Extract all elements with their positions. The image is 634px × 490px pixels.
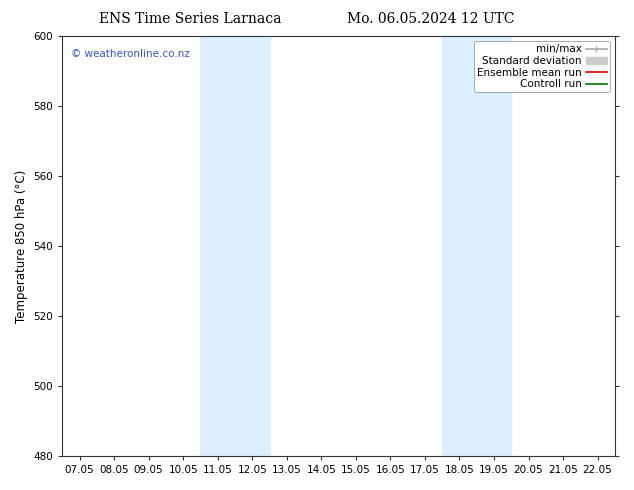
Legend: min/max, Standard deviation, Ensemble mean run, Controll run: min/max, Standard deviation, Ensemble me… xyxy=(474,41,610,92)
Text: ENS Time Series Larnaca: ENS Time Series Larnaca xyxy=(99,12,281,26)
Bar xyxy=(200,36,269,456)
Y-axis label: Temperature 850 hPa (°C): Temperature 850 hPa (°C) xyxy=(15,170,28,323)
Bar xyxy=(442,36,511,456)
Text: © weatheronline.co.nz: © weatheronline.co.nz xyxy=(70,49,190,59)
Text: Mo. 06.05.2024 12 UTC: Mo. 06.05.2024 12 UTC xyxy=(347,12,515,26)
